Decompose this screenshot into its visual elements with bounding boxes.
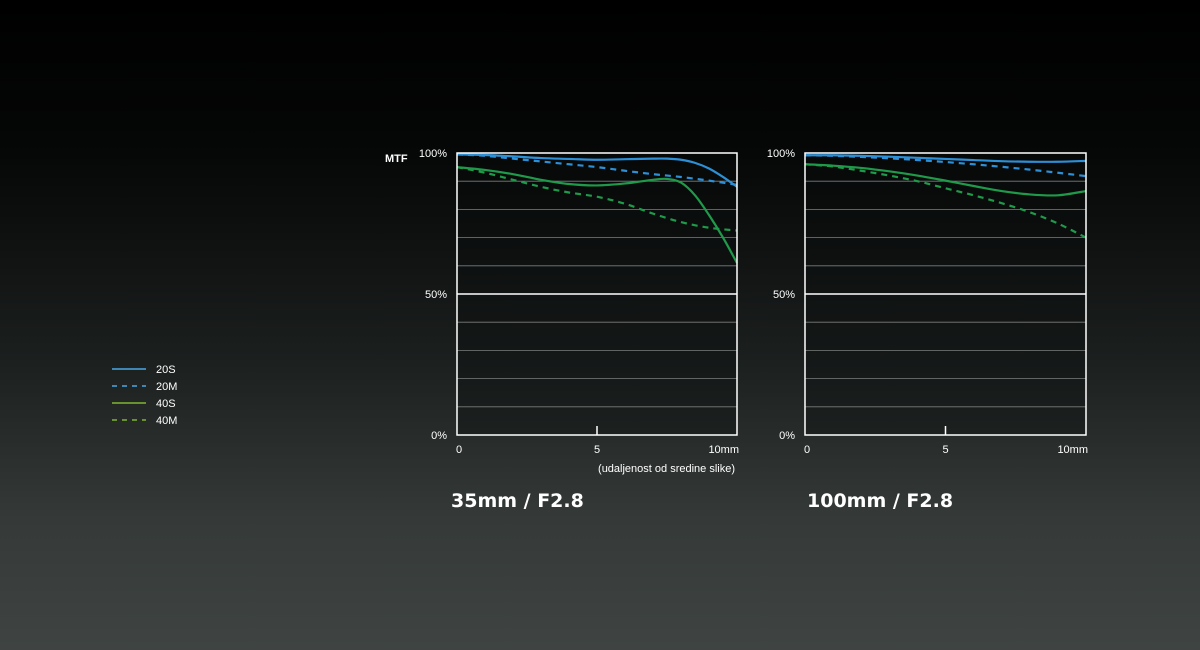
chart-100mm: 0 5 10mm 100% 50% 0% 100mm / F2.8	[767, 148, 1088, 512]
series-20m-line-100mm	[804, 154, 1087, 178]
x-tick-label: 10mm	[1057, 444, 1088, 456]
y-ticks-100mm: 100% 50% 0%	[767, 148, 795, 442]
y-axis-label: MTF	[385, 153, 408, 165]
series-40m-line-35mm	[456, 166, 738, 232]
y-tick-label: 100%	[767, 148, 795, 160]
series-group-35mm	[456, 153, 738, 264]
x-tick-label: 5	[942, 444, 948, 456]
x-tick-label: 0	[456, 444, 462, 456]
legend-label-20s: 20S	[156, 364, 176, 376]
legend: 20S 20M 40S 40M	[112, 364, 177, 427]
y-tick-label: 0%	[779, 430, 795, 442]
x-axis-label: (udaljenost od sredine slike)	[598, 463, 735, 475]
x-ticks-100mm: 0 5 10mm	[804, 426, 1088, 456]
y-tick-label: 100%	[419, 148, 447, 160]
chart-title-35mm: 35mm / F2.8	[451, 490, 584, 512]
legend-label-40m: 40M	[156, 415, 177, 427]
gridlines-35mm	[457, 180, 737, 408]
series-20m-line-35mm	[456, 153, 738, 186]
chart-35mm: 0 5 10mm 100% 50% 0% MTF (udaljenost od sred…	[385, 148, 739, 512]
series-40m-line-100mm	[804, 163, 1087, 239]
chart-title-100mm: 100mm / F2.8	[807, 490, 953, 512]
series-40s-line-100mm	[804, 163, 1087, 197]
x-tick-label: 5	[594, 444, 600, 456]
series-40s-line-35mm	[456, 166, 738, 264]
legend-label-40s: 40S	[156, 398, 176, 410]
y-ticks-35mm: 100% 50% 0%	[419, 148, 447, 442]
y-tick-label: 50%	[773, 289, 795, 301]
y-tick-label: 0%	[431, 430, 447, 442]
y-tick-label: 50%	[425, 289, 447, 301]
x-tick-label: 0	[804, 444, 810, 456]
series-group-100mm	[804, 154, 1087, 239]
x-ticks-35mm: 0 5 10mm	[456, 426, 739, 456]
legend-label-20m: 20M	[156, 381, 177, 393]
x-tick-label: 10mm	[708, 444, 739, 456]
series-20s-line-35mm	[456, 153, 738, 188]
